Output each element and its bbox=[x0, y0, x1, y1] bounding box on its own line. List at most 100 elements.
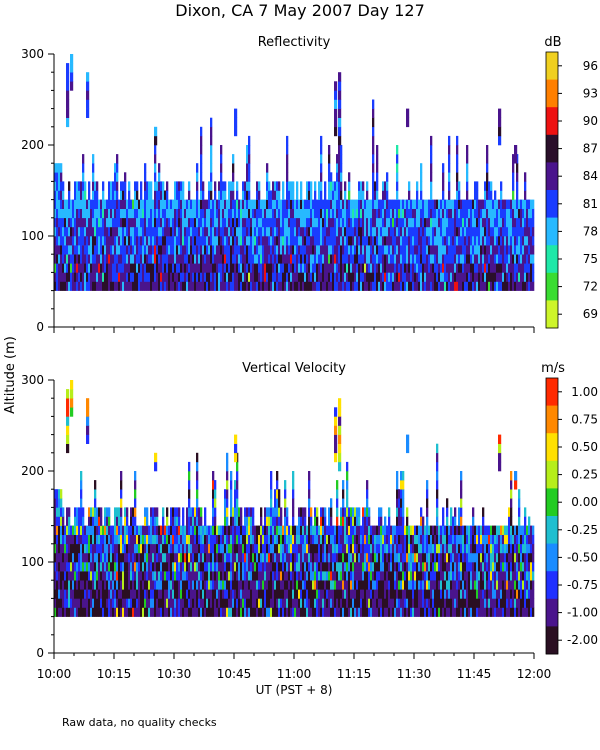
data-cell bbox=[268, 552, 271, 563]
data-cell bbox=[340, 507, 343, 517]
data-cell bbox=[372, 236, 375, 246]
data-cell bbox=[184, 552, 187, 563]
data-cell bbox=[186, 208, 189, 219]
data-cell bbox=[260, 272, 263, 282]
data-cell bbox=[254, 236, 257, 246]
data-cell bbox=[258, 607, 261, 617]
data-cell bbox=[228, 254, 231, 264]
data-cell bbox=[118, 607, 121, 617]
data-cell bbox=[314, 516, 317, 526]
data-cell bbox=[238, 226, 241, 237]
data-cell bbox=[240, 534, 243, 545]
data-cell bbox=[322, 263, 325, 273]
data-cell bbox=[184, 236, 187, 246]
data-cell bbox=[270, 507, 273, 517]
data-cell bbox=[140, 534, 143, 545]
data-cell bbox=[364, 571, 367, 581]
data-cell bbox=[242, 217, 245, 228]
data-cell bbox=[412, 263, 415, 273]
data-cell bbox=[464, 272, 467, 282]
data-cell bbox=[290, 272, 293, 282]
data-cell bbox=[302, 534, 305, 545]
data-cell bbox=[272, 226, 275, 237]
data-cell bbox=[276, 543, 279, 554]
data-cell bbox=[178, 562, 181, 572]
data-cell bbox=[178, 199, 181, 209]
data-cell bbox=[56, 516, 59, 526]
data-cell bbox=[62, 190, 65, 200]
data-cell bbox=[100, 281, 103, 291]
data-cell bbox=[402, 236, 405, 246]
data-cell bbox=[230, 245, 233, 255]
data-cell bbox=[120, 571, 123, 581]
data-cell bbox=[248, 226, 251, 237]
data-cell bbox=[142, 562, 145, 572]
data-cell bbox=[498, 245, 501, 255]
data-cell bbox=[160, 281, 163, 291]
data-cell bbox=[352, 598, 355, 608]
data-cell bbox=[244, 263, 247, 273]
data-cell bbox=[384, 272, 387, 282]
data-cell bbox=[218, 208, 221, 219]
data-cell bbox=[450, 272, 453, 282]
data-cell bbox=[494, 236, 497, 246]
data-cell bbox=[274, 489, 277, 499]
colorbar-tick-label: 87 bbox=[583, 142, 598, 156]
data-cell bbox=[386, 254, 389, 264]
data-cell bbox=[530, 254, 533, 264]
data-cell bbox=[224, 543, 227, 554]
data-cell bbox=[354, 217, 357, 228]
data-cell bbox=[308, 507, 311, 517]
data-cell bbox=[218, 562, 221, 572]
data-cell bbox=[328, 208, 331, 219]
data-cell bbox=[222, 190, 225, 200]
data-cell bbox=[366, 281, 369, 291]
data-cell bbox=[166, 516, 169, 526]
data-cell bbox=[244, 254, 247, 264]
data-cell bbox=[386, 181, 389, 191]
data-cell bbox=[256, 543, 259, 554]
data-cell bbox=[452, 217, 455, 228]
data-cell bbox=[66, 552, 69, 563]
data-cell bbox=[518, 254, 521, 264]
data-cell bbox=[230, 607, 233, 617]
data-cell bbox=[464, 217, 467, 228]
data-cell bbox=[122, 580, 125, 590]
data-cell bbox=[64, 208, 67, 219]
data-cell bbox=[222, 272, 225, 282]
data-cell bbox=[530, 263, 533, 273]
data-cell bbox=[292, 281, 295, 291]
data-cell bbox=[146, 217, 149, 228]
data-cell bbox=[86, 598, 89, 608]
data-cell bbox=[312, 245, 315, 255]
data-cell bbox=[302, 208, 305, 219]
data-cell bbox=[214, 208, 217, 219]
data-cell bbox=[482, 199, 485, 209]
data-cell bbox=[114, 208, 117, 219]
data-cell bbox=[420, 254, 423, 264]
data-cell bbox=[74, 534, 77, 545]
data-cell bbox=[314, 181, 317, 191]
data-cell bbox=[274, 208, 277, 219]
data-cell bbox=[382, 552, 385, 563]
data-cell bbox=[342, 236, 345, 246]
data-cell bbox=[228, 272, 231, 282]
data-cell bbox=[132, 208, 135, 219]
data-cell bbox=[346, 263, 349, 273]
data-cell bbox=[442, 190, 445, 200]
data-cell bbox=[130, 534, 133, 545]
data-cell bbox=[158, 607, 161, 617]
data-cell bbox=[164, 562, 167, 572]
data-cell bbox=[406, 208, 409, 219]
data-cell bbox=[518, 226, 521, 237]
data-cell bbox=[272, 543, 275, 554]
data-cell bbox=[488, 236, 491, 246]
data-cell bbox=[218, 281, 221, 291]
data-cell bbox=[360, 181, 363, 191]
data-cell bbox=[490, 236, 493, 246]
data-cell bbox=[262, 208, 265, 219]
data-cell bbox=[162, 543, 165, 554]
data-cell bbox=[456, 145, 459, 155]
data-cell bbox=[356, 263, 359, 273]
data-cell bbox=[180, 263, 183, 273]
